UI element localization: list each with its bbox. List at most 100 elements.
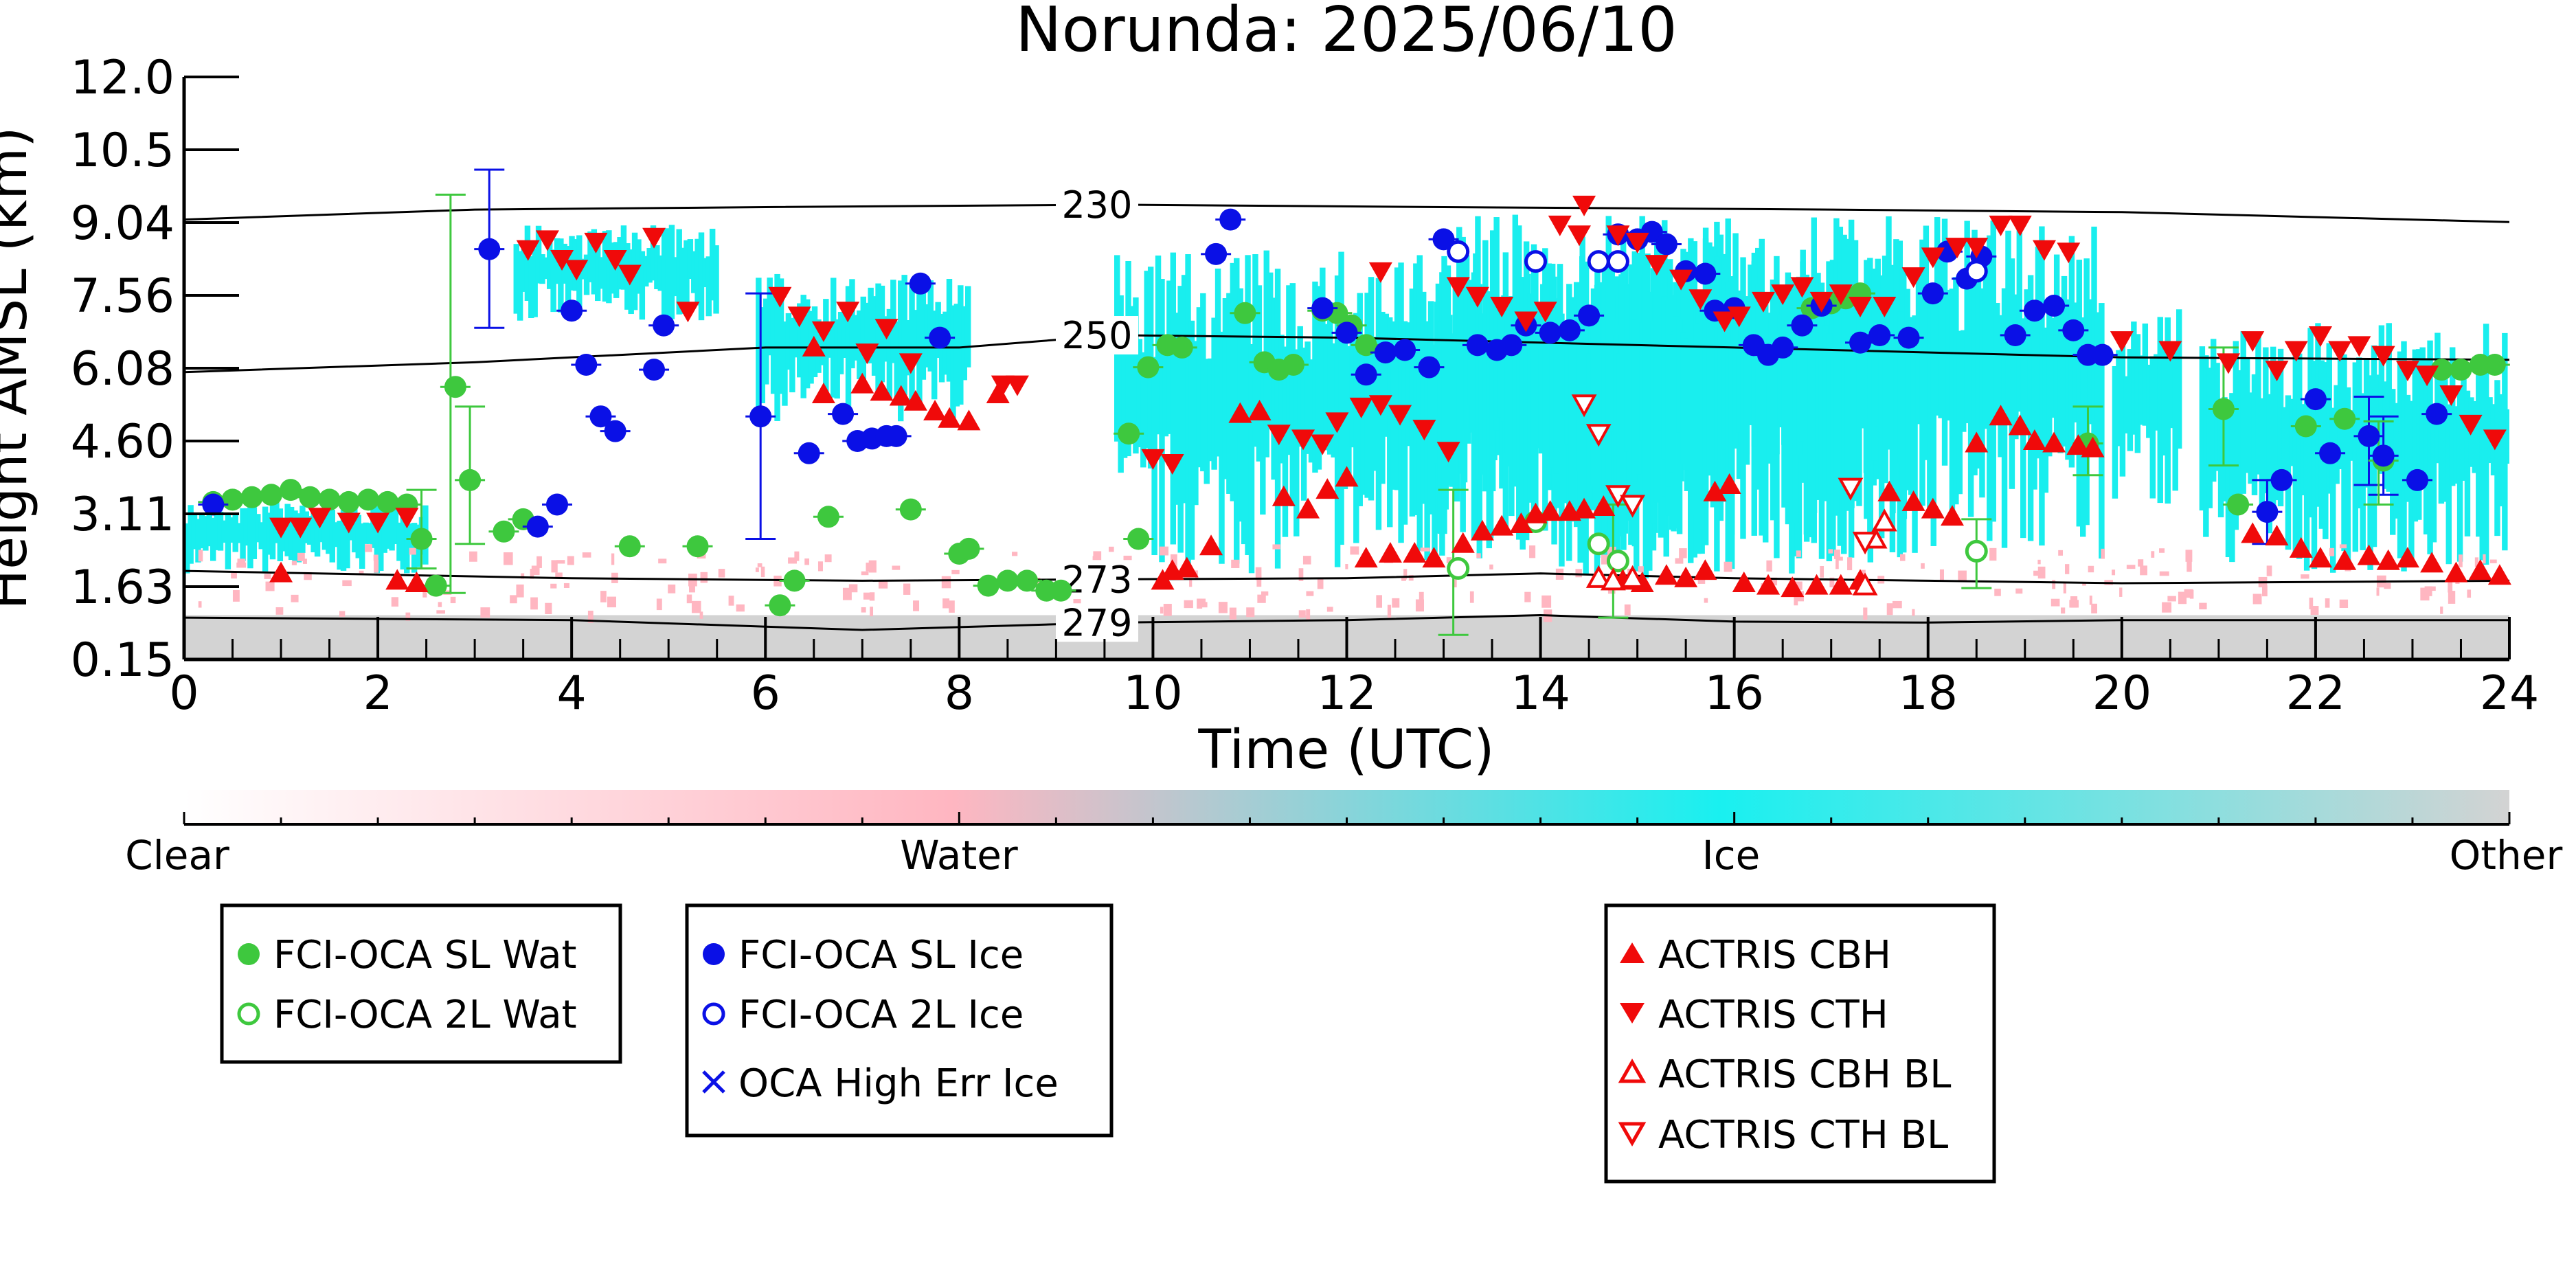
- cloud-ice-streak: [1941, 218, 1948, 466]
- cloud-ice-streak: [1193, 341, 1199, 506]
- point-actris-cbh: [385, 569, 409, 590]
- contour-label-bg-230: [1056, 185, 1138, 224]
- cloud-ice-streak: [831, 278, 837, 398]
- point-fci-oca-sl-ice: [929, 326, 951, 349]
- cloud-ice-streak: [1413, 263, 1419, 515]
- cloud-ice-streak: [860, 296, 866, 386]
- cloud-ice-streak: [281, 523, 287, 552]
- cloud-ice-streak: [767, 278, 773, 356]
- cloud-water-speck: [1469, 591, 1474, 603]
- cloud-ice-streak: [1601, 262, 1608, 563]
- cloud-ice-streak: [1181, 275, 1188, 504]
- cloud-ice-streak: [617, 237, 623, 290]
- cloud-ice-streak: [1878, 340, 1885, 539]
- cloud-ice-streak: [1826, 333, 1833, 562]
- cloud-ice-streak: [1676, 319, 1683, 433]
- cloud-water-speck: [1255, 567, 1262, 580]
- cloud-ice-streak: [2494, 380, 2500, 536]
- cloud-water-speck: [231, 572, 237, 579]
- point-fci-oca-sl-ice: [1558, 319, 1581, 341]
- cloud-ice-streak: [2248, 392, 2254, 484]
- point-actris-cth: [1490, 297, 1514, 318]
- cloud-ice-streak: [392, 506, 399, 545]
- cloud-ice-streak: [2266, 394, 2272, 534]
- cloud-ice-streak: [2244, 357, 2250, 473]
- point-fci-oca-sl-ice: [2372, 444, 2395, 467]
- point-actris-cth: [1514, 311, 1538, 332]
- cloud-water-speck: [691, 600, 701, 613]
- point-actris-cth: [768, 286, 792, 308]
- cloud-ice-streak: [785, 313, 792, 370]
- cloud-water-speck: [2088, 565, 2094, 573]
- cloud-water-speck: [587, 611, 594, 623]
- cloud-water-speck: [1415, 599, 1425, 612]
- cloud-ice-streak: [1867, 286, 1874, 563]
- cloud-water-speck: [2189, 589, 2194, 599]
- cloud-ice-streak: [2157, 317, 2163, 504]
- cloud-ice-streak: [1557, 264, 1563, 427]
- cloud-ice-streak: [1383, 313, 1390, 437]
- cloud-water-speck: [1541, 595, 1552, 608]
- cloud-ice-streak: [1732, 300, 1739, 449]
- cloud-water-speck: [1766, 563, 1772, 569]
- point-actris-cbh-bl: [1620, 565, 1645, 588]
- point-fci-oca-sl-wat: [2483, 353, 2506, 376]
- point-fci-oca-sl-ice: [1374, 341, 1397, 364]
- point-actris-cbh: [2468, 559, 2492, 580]
- cloud-ice-streak: [547, 238, 553, 289]
- point-actris-cbh: [2241, 522, 2265, 543]
- cloud-ice-streak: [2046, 313, 2053, 457]
- cloud-ice-streak: [314, 517, 321, 557]
- point-actris-cth: [1809, 291, 1833, 313]
- cloud-water-speck: [689, 585, 695, 593]
- cloud-ice-streak: [521, 249, 527, 292]
- cloud-ice-streak: [340, 510, 347, 571]
- point-actris-cth: [1368, 395, 1392, 416]
- cloud-ice-streak: [188, 505, 194, 564]
- cloud-water-speck: [2065, 564, 2070, 574]
- cloud-water-speck: [951, 569, 960, 574]
- cloud-water-speck: [1770, 577, 1778, 586]
- contour-label-bg-279: [1056, 603, 1138, 642]
- cloud-ice-streak: [2172, 349, 2178, 491]
- cloud-ice-streak: [1445, 265, 1451, 451]
- cloud-ice-streak: [1844, 343, 1851, 511]
- cloud-water-speck: [304, 572, 312, 580]
- cloud-water-speck: [1833, 550, 1840, 559]
- cloud-water-speck: [556, 560, 565, 564]
- cloud-ice-streak: [953, 304, 960, 407]
- chart-title: Norunda: 2025/06/10: [1015, 0, 1677, 66]
- cloud-water-speck: [291, 561, 297, 565]
- point-fci-oca-sl-ice: [1500, 334, 1523, 357]
- point-actris-cbh: [1228, 402, 1252, 423]
- cloud-water-speck: [1529, 545, 1536, 558]
- cloud-ice-streak: [1416, 255, 1423, 551]
- cloud-ice-streak: [613, 242, 620, 298]
- cloud-water-speck: [1638, 566, 1644, 573]
- cloud-ice-streak: [1312, 281, 1318, 473]
- cloud-water-speck: [236, 562, 247, 568]
- cloud-ice-streak: [1409, 289, 1416, 517]
- cloud-ice-streak: [1542, 248, 1548, 531]
- point-actris-cth: [2265, 361, 2289, 382]
- cloud-ice-streak: [1271, 297, 1277, 480]
- cloud-water-speck: [1326, 607, 1333, 612]
- y-axis-label: Height AMSL (km): [0, 126, 39, 609]
- point-actris-cbh: [2289, 536, 2313, 558]
- y-tick-label: 9.04: [71, 196, 174, 251]
- cloud-ice-streak: [2352, 362, 2359, 552]
- cloud-ice-streak: [191, 513, 198, 550]
- point-actris-cbh: [1509, 512, 1533, 534]
- point-fci-oca-sl-wat: [240, 486, 263, 508]
- cloud-ice-streak: [2222, 397, 2228, 501]
- cloud-ice-streak: [643, 256, 649, 287]
- cloud-water-speck: [1847, 557, 1853, 571]
- cloud-water-speck: [1298, 568, 1304, 581]
- cloud-ice-streak: [535, 225, 542, 284]
- cloud-ice-streak: [307, 516, 313, 545]
- point-fci-oca-sl-ice: [2043, 295, 2066, 317]
- cloud-ice-streak: [1669, 334, 1675, 473]
- point-actris-cth: [2308, 326, 2332, 348]
- point-actris-cbh: [1805, 574, 1829, 595]
